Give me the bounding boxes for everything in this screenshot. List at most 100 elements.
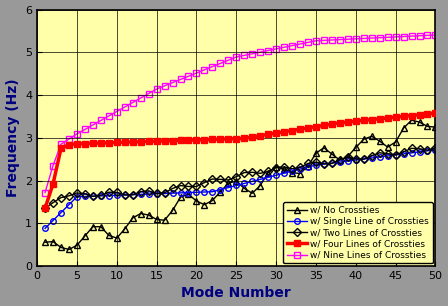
w/ Single Line of Crossties	[369, 156, 375, 160]
w/ Single Line of Crossties	[58, 211, 64, 215]
w/ Two Lines of Crossties	[194, 185, 199, 188]
w/ Four Lines of Crossties	[98, 141, 103, 145]
w/ Four Lines of Crossties	[361, 118, 366, 122]
Line: w/ Two Lines of Crossties: w/ Two Lines of Crossties	[42, 145, 438, 211]
w/ Nine Lines of Crossties	[226, 58, 231, 62]
w/ Four Lines of Crossties	[329, 122, 335, 126]
w/ Four Lines of Crossties	[66, 143, 72, 147]
w/ Single Line of Crossties	[345, 159, 350, 163]
w/ Nine Lines of Crossties	[425, 34, 430, 37]
w/ Four Lines of Crossties	[321, 124, 327, 127]
w/ Two Lines of Crossties	[162, 191, 167, 195]
Legend: w/ No Crossties, w/ Single Line of Crossties, w/ Two Lines of Crossties, w/ Four: w/ No Crossties, w/ Single Line of Cross…	[283, 202, 433, 263]
w/ Two Lines of Crossties	[313, 160, 319, 164]
w/ No Crossties	[58, 246, 64, 249]
w/ Single Line of Crossties	[250, 180, 255, 183]
w/ Four Lines of Crossties	[74, 142, 80, 146]
w/ Single Line of Crossties	[114, 193, 120, 197]
w/ Nine Lines of Crossties	[377, 36, 382, 39]
w/ Nine Lines of Crossties	[385, 35, 390, 39]
w/ Two Lines of Crossties	[74, 191, 80, 195]
w/ No Crossties	[186, 192, 191, 196]
w/ Four Lines of Crossties	[210, 138, 215, 141]
w/ No Crossties	[74, 244, 80, 247]
w/ Nine Lines of Crossties	[241, 54, 247, 57]
w/ No Crossties	[377, 139, 382, 143]
w/ Four Lines of Crossties	[233, 137, 239, 140]
w/ Two Lines of Crossties	[329, 162, 335, 165]
w/ No Crossties	[289, 171, 295, 174]
w/ Nine Lines of Crossties	[258, 50, 263, 54]
w/ Two Lines of Crossties	[337, 158, 343, 161]
w/ Nine Lines of Crossties	[162, 84, 167, 88]
w/ Single Line of Crossties	[162, 192, 167, 195]
w/ Two Lines of Crossties	[361, 157, 366, 161]
w/ Single Line of Crossties	[106, 194, 112, 197]
w/ Nine Lines of Crossties	[202, 68, 207, 72]
w/ Single Line of Crossties	[401, 152, 406, 156]
w/ No Crossties	[170, 209, 175, 212]
w/ Two Lines of Crossties	[178, 184, 183, 187]
w/ Two Lines of Crossties	[345, 155, 350, 159]
w/ Single Line of Crossties	[154, 192, 159, 196]
w/ Four Lines of Crossties	[289, 129, 295, 132]
w/ Two Lines of Crossties	[226, 178, 231, 182]
w/ Nine Lines of Crossties	[266, 49, 271, 52]
w/ Nine Lines of Crossties	[409, 34, 414, 38]
w/ Two Lines of Crossties	[186, 185, 191, 188]
w/ Two Lines of Crossties	[409, 147, 414, 150]
w/ Single Line of Crossties	[289, 169, 295, 173]
w/ Nine Lines of Crossties	[305, 41, 310, 44]
w/ No Crossties	[401, 126, 406, 130]
w/ Single Line of Crossties	[130, 193, 135, 196]
w/ Single Line of Crossties	[409, 151, 414, 155]
w/ Four Lines of Crossties	[345, 120, 350, 124]
w/ Single Line of Crossties	[66, 203, 72, 207]
w/ Nine Lines of Crossties	[337, 38, 343, 41]
w/ Nine Lines of Crossties	[353, 37, 358, 41]
w/ No Crossties	[50, 240, 56, 244]
w/ Four Lines of Crossties	[226, 137, 231, 141]
w/ Two Lines of Crossties	[58, 196, 64, 200]
w/ Two Lines of Crossties	[210, 177, 215, 181]
w/ Single Line of Crossties	[233, 184, 239, 187]
w/ Single Line of Crossties	[273, 174, 279, 177]
w/ Four Lines of Crossties	[122, 140, 127, 144]
w/ Single Line of Crossties	[218, 188, 223, 192]
w/ Four Lines of Crossties	[401, 114, 406, 118]
w/ Four Lines of Crossties	[218, 137, 223, 141]
w/ No Crossties	[202, 203, 207, 207]
w/ Two Lines of Crossties	[273, 166, 279, 169]
Line: w/ Four Lines of Crossties: w/ Four Lines of Crossties	[42, 110, 439, 212]
w/ Nine Lines of Crossties	[106, 114, 112, 118]
w/ No Crossties	[273, 165, 279, 169]
w/ Two Lines of Crossties	[393, 153, 398, 157]
w/ Nine Lines of Crossties	[361, 37, 366, 40]
w/ No Crossties	[369, 134, 375, 138]
w/ Four Lines of Crossties	[154, 139, 159, 143]
w/ No Crossties	[218, 190, 223, 194]
w/ Single Line of Crossties	[393, 153, 398, 157]
w/ No Crossties	[114, 236, 120, 240]
w/ Two Lines of Crossties	[66, 194, 72, 198]
w/ No Crossties	[385, 145, 390, 149]
w/ Nine Lines of Crossties	[281, 45, 287, 49]
w/ Two Lines of Crossties	[154, 192, 159, 195]
w/ Four Lines of Crossties	[313, 125, 319, 129]
w/ Nine Lines of Crossties	[138, 96, 143, 100]
w/ Four Lines of Crossties	[170, 139, 175, 143]
w/ No Crossties	[409, 118, 414, 122]
w/ Nine Lines of Crossties	[98, 119, 103, 122]
w/ No Crossties	[313, 151, 319, 155]
w/ Single Line of Crossties	[122, 193, 127, 197]
w/ Two Lines of Crossties	[106, 190, 112, 194]
w/ Nine Lines of Crossties	[289, 44, 295, 47]
w/ Single Line of Crossties	[329, 161, 335, 165]
w/ Single Line of Crossties	[337, 160, 343, 164]
w/ Four Lines of Crossties	[82, 142, 88, 145]
w/ Nine Lines of Crossties	[170, 81, 175, 84]
w/ Nine Lines of Crossties	[321, 39, 327, 42]
w/ Two Lines of Crossties	[98, 193, 103, 197]
w/ Single Line of Crossties	[202, 190, 207, 194]
w/ Four Lines of Crossties	[250, 135, 255, 139]
